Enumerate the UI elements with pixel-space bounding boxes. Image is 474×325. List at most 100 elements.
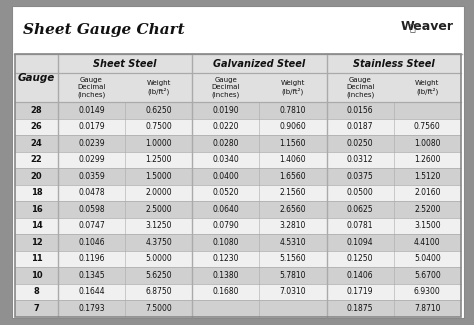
Text: 0.0500: 0.0500 — [347, 188, 374, 197]
Text: 0.1250: 0.1250 — [347, 254, 374, 263]
Text: 26: 26 — [31, 123, 43, 131]
Text: 2.5000: 2.5000 — [145, 205, 172, 214]
Bar — [16, 300, 461, 317]
Text: 0.1406: 0.1406 — [347, 271, 374, 280]
Bar — [16, 54, 461, 317]
Text: Sheet Steel: Sheet Steel — [93, 59, 157, 69]
Bar — [58, 54, 192, 102]
Bar — [16, 201, 461, 218]
Text: Weight
(lb/ft²): Weight (lb/ft²) — [281, 80, 305, 95]
Text: Gauge: Gauge — [18, 73, 55, 83]
Text: 0.0149: 0.0149 — [78, 106, 105, 115]
Text: 28: 28 — [31, 106, 43, 115]
Bar — [16, 135, 461, 152]
Text: 0.0312: 0.0312 — [347, 155, 374, 164]
Text: 1.0080: 1.0080 — [414, 139, 440, 148]
Text: 0.0478: 0.0478 — [78, 188, 105, 197]
Text: 0.0747: 0.0747 — [78, 221, 105, 230]
Text: 0.0781: 0.0781 — [347, 221, 374, 230]
Text: Weaver: Weaver — [400, 20, 453, 33]
Text: 0.7560: 0.7560 — [414, 123, 441, 131]
Text: 0.1380: 0.1380 — [212, 271, 239, 280]
Text: 5.7810: 5.7810 — [280, 271, 306, 280]
Bar — [16, 234, 461, 251]
Text: 22: 22 — [31, 155, 43, 164]
Text: 0.0280: 0.0280 — [212, 139, 239, 148]
Text: 1.4060: 1.4060 — [280, 155, 306, 164]
Text: 0.0640: 0.0640 — [212, 205, 239, 214]
Text: 3.1500: 3.1500 — [414, 221, 441, 230]
Bar — [16, 218, 461, 234]
Text: Galvanized Steel: Galvanized Steel — [213, 59, 305, 69]
Text: 0.0359: 0.0359 — [78, 172, 105, 181]
Text: 0.0250: 0.0250 — [347, 139, 374, 148]
Bar — [16, 284, 461, 300]
Text: 1.5120: 1.5120 — [414, 172, 440, 181]
Text: 20: 20 — [31, 172, 43, 181]
Text: Weight
(lb/ft²): Weight (lb/ft²) — [415, 80, 439, 95]
Text: 4.4100: 4.4100 — [414, 238, 441, 247]
Text: Stainless Steel: Stainless Steel — [353, 59, 435, 69]
Bar — [327, 54, 461, 102]
Text: 8: 8 — [34, 287, 39, 296]
Text: 0.1080: 0.1080 — [212, 238, 239, 247]
Text: 5.0000: 5.0000 — [145, 254, 172, 263]
Text: 5.6700: 5.6700 — [414, 271, 441, 280]
Text: Sheet Gauge Chart: Sheet Gauge Chart — [23, 23, 185, 37]
Text: 7.8710: 7.8710 — [414, 304, 440, 313]
Text: 0.1094: 0.1094 — [347, 238, 374, 247]
Text: 3.2810: 3.2810 — [280, 221, 306, 230]
Bar — [16, 152, 461, 168]
Bar — [16, 185, 461, 201]
Text: 0.1196: 0.1196 — [78, 254, 105, 263]
Text: 3.1250: 3.1250 — [146, 221, 172, 230]
Text: 0.1719: 0.1719 — [347, 287, 374, 296]
Text: 5.0400: 5.0400 — [414, 254, 441, 263]
Bar — [16, 168, 461, 185]
Text: 1.2600: 1.2600 — [414, 155, 440, 164]
Text: 14: 14 — [31, 221, 43, 230]
Text: 0.0156: 0.0156 — [347, 106, 374, 115]
Text: Gauge
Decimal
(inches): Gauge Decimal (inches) — [77, 77, 106, 98]
Text: 0.1875: 0.1875 — [347, 304, 374, 313]
Text: 4.5310: 4.5310 — [280, 238, 306, 247]
Text: 0.0400: 0.0400 — [212, 172, 239, 181]
Text: 7.0310: 7.0310 — [280, 287, 306, 296]
Text: 1.6560: 1.6560 — [280, 172, 306, 181]
Text: 0.1680: 0.1680 — [212, 287, 239, 296]
Text: 18: 18 — [31, 188, 43, 197]
Text: 0.0340: 0.0340 — [212, 155, 239, 164]
Text: 0.1644: 0.1644 — [78, 287, 105, 296]
Text: 1.5000: 1.5000 — [145, 172, 172, 181]
Text: 16: 16 — [31, 205, 43, 214]
Text: 0.1046: 0.1046 — [78, 238, 105, 247]
Text: 1.2500: 1.2500 — [146, 155, 172, 164]
Bar — [16, 267, 461, 284]
Text: 2.1560: 2.1560 — [280, 188, 306, 197]
Text: 0.0190: 0.0190 — [212, 106, 239, 115]
Bar — [192, 54, 327, 102]
Bar — [16, 54, 58, 102]
Text: 10: 10 — [31, 271, 43, 280]
Text: 2.5200: 2.5200 — [414, 205, 440, 214]
Text: 2.0160: 2.0160 — [414, 188, 440, 197]
Text: 6.8750: 6.8750 — [145, 287, 172, 296]
Text: 0.1230: 0.1230 — [212, 254, 239, 263]
Text: 0.0220: 0.0220 — [212, 123, 239, 131]
Text: 0.0179: 0.0179 — [78, 123, 105, 131]
Text: Gauge
Decimal
(inches): Gauge Decimal (inches) — [346, 77, 374, 98]
Text: 5.6250: 5.6250 — [145, 271, 172, 280]
Bar — [16, 251, 461, 267]
Text: 11: 11 — [31, 254, 43, 263]
Text: 24: 24 — [31, 139, 43, 148]
Text: 0.0598: 0.0598 — [78, 205, 105, 214]
Text: 4.3750: 4.3750 — [145, 238, 172, 247]
Text: 6.9300: 6.9300 — [414, 287, 441, 296]
Text: 0.1345: 0.1345 — [78, 271, 105, 280]
Text: 7.5000: 7.5000 — [145, 304, 172, 313]
Text: 0.9060: 0.9060 — [280, 123, 306, 131]
Text: 0.7500: 0.7500 — [145, 123, 172, 131]
Text: 🚛: 🚛 — [410, 22, 415, 32]
Text: 0.0187: 0.0187 — [347, 123, 374, 131]
Text: 5.1560: 5.1560 — [280, 254, 306, 263]
